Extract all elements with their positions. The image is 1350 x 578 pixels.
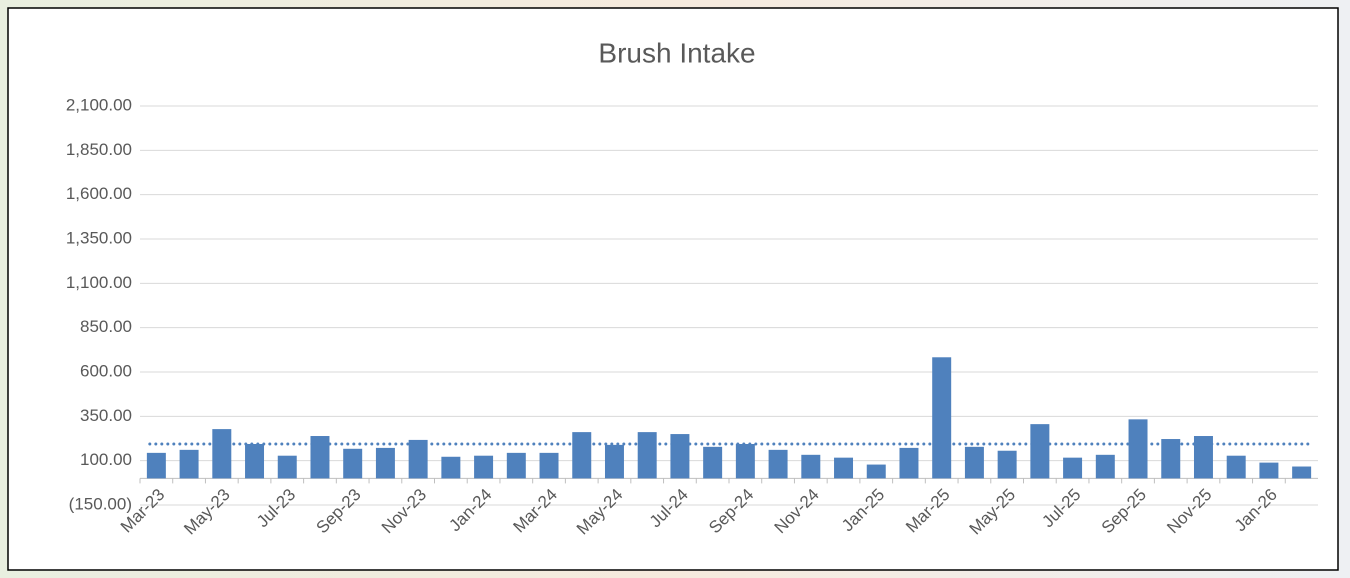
bar <box>1030 424 1050 479</box>
bar <box>735 443 755 479</box>
bar <box>572 432 592 479</box>
bar <box>277 455 297 479</box>
bar <box>1259 462 1279 479</box>
bar <box>997 450 1017 479</box>
y-tick-label: 100.00 <box>80 450 132 469</box>
bar <box>375 447 395 479</box>
y-tick-label: 1,600.00 <box>66 184 132 203</box>
bar <box>899 447 919 479</box>
bar <box>1128 419 1148 479</box>
bar <box>441 456 461 479</box>
bar <box>670 434 690 479</box>
bar <box>801 454 821 479</box>
bar <box>146 452 166 479</box>
y-tick-label: 1,850.00 <box>66 140 132 159</box>
chart-frame <box>7 7 1339 571</box>
chart-title: Brush Intake <box>598 37 755 68</box>
bar <box>866 464 886 479</box>
y-tick-label: 350.00 <box>80 406 132 425</box>
bar <box>703 446 723 479</box>
bar <box>964 446 984 479</box>
bar <box>1292 466 1312 479</box>
bar <box>637 432 657 479</box>
bar <box>1095 454 1115 479</box>
y-tick-label: 1,100.00 <box>66 273 132 292</box>
bar <box>1161 439 1181 479</box>
bar <box>932 357 952 479</box>
bar <box>408 439 428 479</box>
bar <box>539 452 559 479</box>
bar <box>768 449 788 479</box>
bar <box>343 448 363 479</box>
bar <box>1193 436 1213 479</box>
bar <box>1226 455 1246 479</box>
y-tick-label: (150.00) <box>69 494 132 513</box>
bar <box>179 449 199 479</box>
bar <box>834 457 854 479</box>
bar <box>310 436 330 479</box>
bar <box>245 443 265 479</box>
y-tick-label: 2,100.00 <box>66 95 132 114</box>
bar <box>506 452 526 479</box>
y-tick-label: 1,350.00 <box>66 228 132 247</box>
y-tick-label: 600.00 <box>80 361 132 380</box>
y-tick-label: 850.00 <box>80 317 132 336</box>
bar <box>212 429 232 479</box>
bar <box>1063 457 1083 479</box>
bar <box>474 455 494 479</box>
bar <box>604 444 624 479</box>
